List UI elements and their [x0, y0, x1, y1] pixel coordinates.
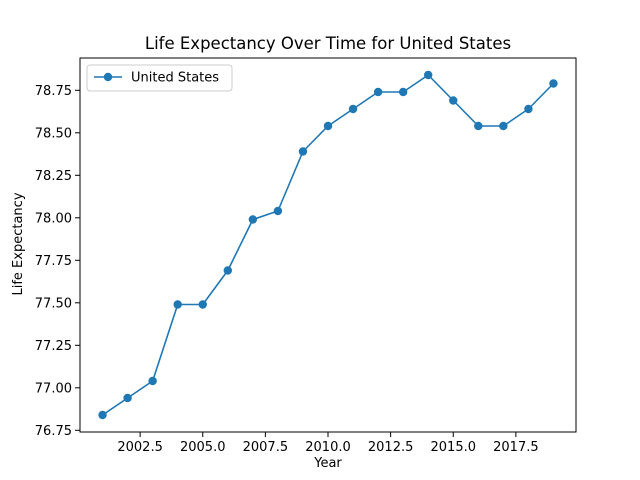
y-tick-label: 77.25: [35, 339, 72, 354]
chart-title: Life Expectancy Over Time for United Sta…: [145, 34, 511, 53]
legend: United States: [86, 64, 233, 92]
data-point: [424, 70, 433, 80]
y-tick-label: 77.50: [35, 296, 72, 311]
y-axis-label: Life Expectancy: [11, 192, 26, 295]
data-point: [474, 121, 483, 131]
data-point: [148, 376, 157, 386]
data-point: [348, 104, 358, 114]
data-point: [449, 96, 458, 105]
legend-label: United States: [131, 71, 219, 86]
data-point: [524, 104, 533, 114]
data-point: [173, 300, 182, 309]
data-point: [398, 87, 408, 97]
y-tick-label: 78.25: [35, 169, 72, 184]
data-point: [373, 87, 383, 97]
legend-marker: [103, 72, 113, 82]
data-point: [499, 121, 508, 131]
data-point: [273, 206, 283, 216]
data-point: [298, 147, 308, 156]
y-tick-label: 76.75: [35, 424, 72, 439]
legend-box: [86, 64, 233, 92]
y-tick-label: 78.75: [35, 84, 72, 99]
series-layer: [98, 70, 558, 420]
y-axis: 76.75 77.00 77.25 77.50 77.75 78.00 78.25 78.50…: [35, 84, 80, 439]
x-tick-label: 2017.5: [493, 440, 539, 455]
x-tick-label: 2012.5: [368, 440, 414, 455]
data-point: [323, 121, 333, 131]
x-tick-label: 2010.0: [305, 440, 351, 455]
data-point: [98, 410, 107, 420]
y-tick-label: 78.50: [35, 126, 72, 141]
data-point: [198, 300, 207, 309]
x-tick-label: 2002.5: [117, 440, 163, 455]
data-point: [248, 215, 258, 224]
y-tick-label: 78.00: [35, 211, 72, 226]
x-tick-label: 2015.0: [431, 440, 477, 455]
y-tick-label: 77.00: [35, 381, 72, 396]
x-axis-label: Year: [313, 456, 342, 471]
x-tick-label: 2007.5: [243, 440, 289, 455]
data-point: [123, 393, 132, 403]
data-point: [223, 266, 232, 275]
x-axis: 2002.5 2005.0 2007.5 2010.0 2012.5 2015.0 2017…: [117, 432, 539, 455]
plot-frame: [79, 57, 577, 433]
y-tick-label: 77.75: [35, 254, 72, 269]
data-point: [549, 79, 558, 88]
x-tick-label: 2005.0: [180, 440, 226, 455]
